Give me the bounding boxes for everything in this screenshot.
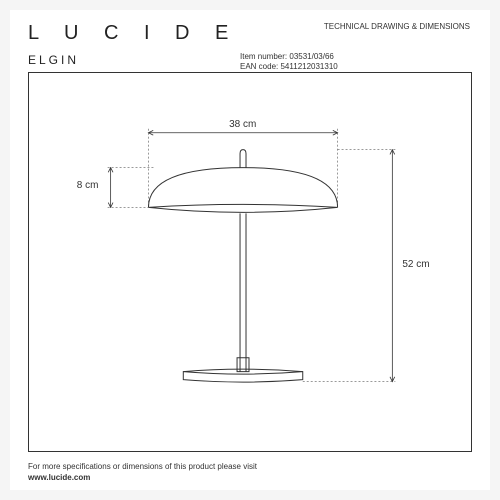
meta-block: Item number: 03531/03/66 EAN code: 54112… (240, 52, 338, 73)
ean-label: EAN code: (240, 62, 278, 71)
drawing-frame: 38 cm 8 cm 52 cm (28, 72, 472, 452)
item-label: Item number: (240, 52, 287, 61)
item-value: 03531/03/66 (289, 52, 334, 61)
ean-value: 5411212031310 (280, 62, 337, 71)
header-subtitle: TECHNICAL DRAWING & DIMENSIONS (324, 22, 470, 31)
footer: For more specifications or dimensions of… (28, 462, 472, 482)
dim-width-label: 38 cm (227, 119, 258, 130)
dim-total-height-label: 52 cm (400, 259, 431, 270)
sheet: L U C I D E TECHNICAL DRAWING & DIMENSIO… (10, 10, 490, 490)
footer-url: www.lucide.com (28, 473, 472, 482)
dim-shade-height-label: 8 cm (75, 180, 101, 191)
footer-line1: For more specifications or dimensions of… (28, 462, 472, 471)
